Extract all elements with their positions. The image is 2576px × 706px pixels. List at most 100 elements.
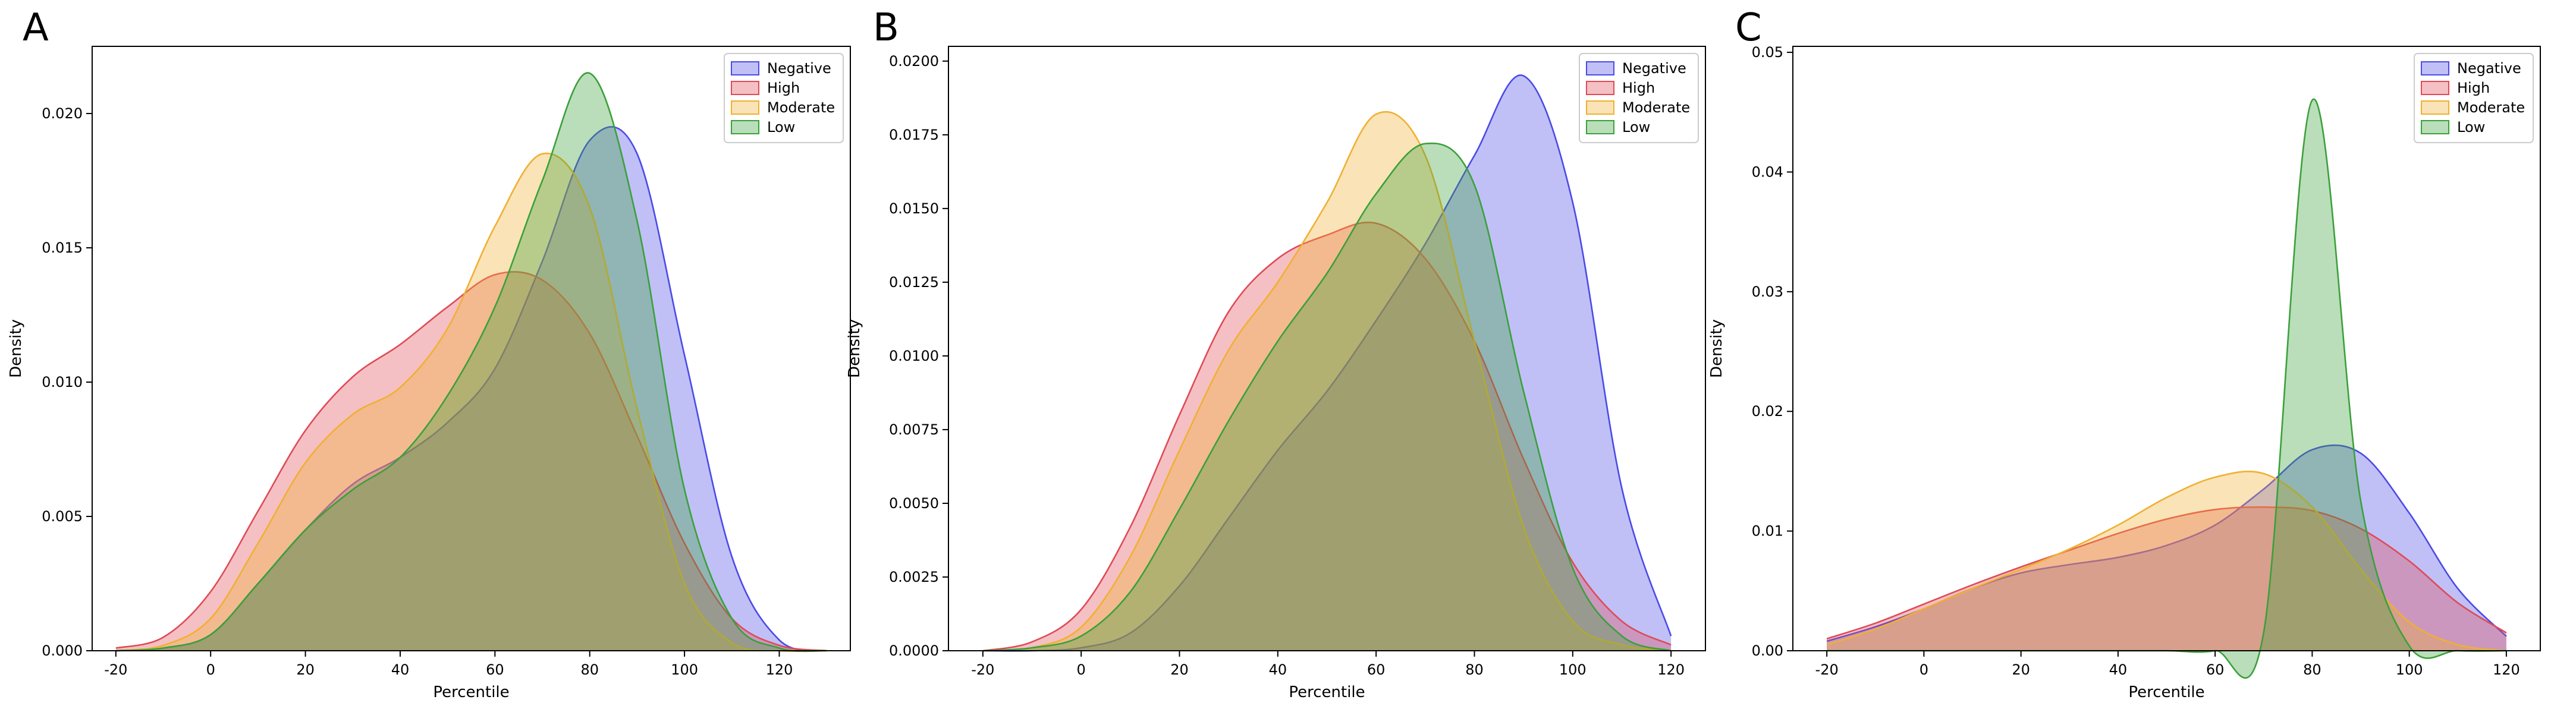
y-axis-label: Density (1708, 319, 1726, 378)
line-moderate (982, 111, 1672, 652)
legend-swatch-high (2421, 81, 2449, 95)
line-high (1826, 506, 2507, 640)
y-tick-label: 0.0175 (889, 127, 939, 143)
plot-frame (92, 46, 851, 651)
line-low (115, 72, 827, 653)
legend-label-high: High (767, 80, 800, 96)
y-axis-label: Density (846, 319, 863, 378)
x-tick-label: 100 (2396, 661, 2423, 678)
legend-swatch-low (1586, 120, 1614, 134)
x-tick-label: 0 (206, 661, 215, 678)
y-tick-label: 0.0150 (889, 200, 939, 217)
x-tick-label: 100 (1559, 661, 1587, 678)
x-tick-label: 20 (296, 661, 315, 678)
legend-swatch-moderate (731, 100, 759, 115)
area-moderate (982, 112, 1672, 651)
line-high (115, 271, 827, 652)
legend-label-high: High (1622, 80, 1655, 96)
legend-swatch-negative (2421, 61, 2449, 75)
panel-letter-B: B (873, 6, 899, 50)
area-high (115, 272, 827, 651)
line-moderate (1826, 470, 2507, 652)
legend: Negative High Moderate Low (724, 53, 844, 143)
plot-frame (1792, 46, 2541, 651)
y-tick-label: 0.000 (42, 642, 83, 659)
y-tick-label: 0.0025 (889, 569, 939, 585)
x-tick-label: 80 (2303, 661, 2321, 678)
legend: Negative High Moderate Low (1579, 53, 1699, 143)
x-tick-label: 0 (1920, 661, 1928, 678)
legend-label-negative: Negative (2457, 60, 2521, 77)
x-axis-label: Percentile (2128, 683, 2204, 701)
y-tick-label: 0.0200 (889, 53, 939, 70)
area-high (982, 222, 1672, 651)
y-tick-label: 0.03 (1752, 283, 1783, 300)
x-tick-label: 120 (1657, 661, 1685, 678)
line-low (982, 142, 1672, 652)
panel-C: C -20 0 20 40 60 80 100 120 0.00 0.01 0.02 0.03 0.04 0… (1708, 6, 2541, 701)
x-axis-label: Percentile (433, 683, 509, 701)
line-negative (982, 74, 1672, 652)
legend-label-low: Low (1622, 119, 1650, 135)
y-tick-label: 0.015 (42, 239, 83, 256)
x-tick-label: 100 (671, 661, 698, 678)
series-group (115, 72, 827, 653)
legend-label-negative: Negative (767, 60, 831, 77)
x-tick-label: 80 (1465, 661, 1484, 678)
x-tick-label: 60 (1367, 661, 1386, 678)
area-moderate (115, 153, 827, 652)
area-negative (982, 75, 1672, 651)
series-group (1826, 98, 2507, 679)
legend-swatch-high (731, 81, 759, 95)
line-high (982, 221, 1672, 652)
panel-A: A -20 0 20 40 60 80 100 120 0.000 0.005 0.010 0.015 0… (7, 6, 851, 701)
y-tick-label: 0.0050 (889, 495, 939, 512)
legend-swatch-negative (731, 61, 759, 75)
panel-letter-A: A (23, 6, 49, 50)
plot-frame (948, 46, 1706, 651)
area-low (982, 143, 1672, 651)
legend-swatch-negative (1586, 61, 1614, 75)
y-tick-label: 0.04 (1752, 163, 1783, 180)
x-tick-label: -20 (971, 661, 994, 678)
area-negative (1827, 445, 2506, 651)
x-tick-label: 20 (2012, 661, 2030, 678)
x-tick-label: 40 (1269, 661, 1287, 678)
legend-label-negative: Negative (1622, 60, 1686, 77)
y-tick-label: 0.005 (42, 508, 83, 525)
legend-swatch-moderate (1586, 100, 1614, 115)
legend-label-low: Low (2457, 119, 2485, 135)
y-tick-label: 0.010 (42, 374, 83, 390)
x-tick-label: 40 (391, 661, 410, 678)
line-moderate (115, 152, 827, 653)
x-tick-label: -20 (104, 661, 127, 678)
x-tick-label: 80 (580, 661, 599, 678)
x-tick-label: -20 (1815, 661, 1839, 678)
x-tick-label: 20 (1170, 661, 1189, 678)
y-tick-label: 0.05 (1752, 44, 1783, 61)
x-axis-label: Percentile (1289, 683, 1365, 701)
y-tick-label: 0.0125 (889, 274, 939, 291)
area-low (1827, 99, 2506, 678)
area-negative (115, 127, 827, 651)
x-tick-label: 120 (766, 661, 793, 678)
legend-swatch-low (2421, 120, 2449, 134)
legend-swatch-low (731, 120, 759, 134)
y-tick-label: 0.0075 (889, 421, 939, 438)
x-tick-label: 60 (2206, 661, 2225, 678)
y-tick-label: 0.02 (1752, 403, 1783, 420)
legend-swatch-high (1586, 81, 1614, 95)
legend: Negative High Moderate Low (2414, 53, 2534, 143)
x-tick-label: 60 (486, 661, 504, 678)
panel-letter-C: C (1735, 6, 1762, 50)
y-tick-label: 0.020 (42, 105, 83, 122)
legend-label-high: High (2457, 80, 2490, 96)
x-tick-label: 120 (2493, 661, 2520, 678)
y-tick-label: 0.0100 (889, 348, 939, 364)
x-tick-label: 0 (1077, 661, 1086, 678)
y-axis-label: Density (7, 319, 25, 378)
area-low (115, 73, 827, 651)
legend-swatch-moderate (2421, 100, 2449, 115)
area-moderate (1827, 471, 2506, 651)
